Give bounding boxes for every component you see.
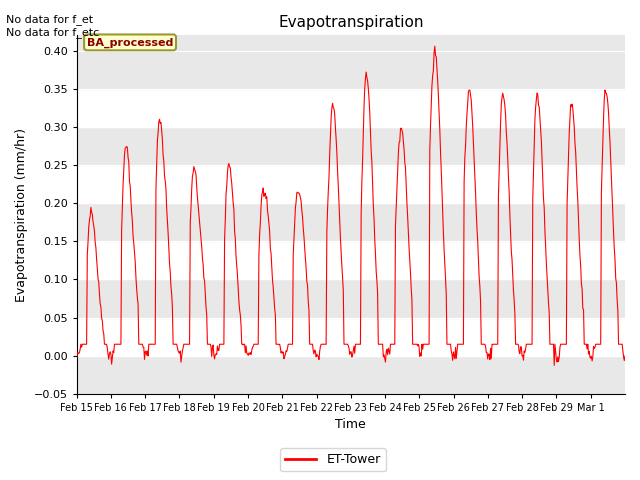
Y-axis label: Evapotranspiration (mm/hr): Evapotranspiration (mm/hr) xyxy=(15,128,28,301)
Bar xyxy=(77,241,625,279)
Bar xyxy=(77,89,625,127)
X-axis label: Time: Time xyxy=(335,419,366,432)
Title: Evapotranspiration: Evapotranspiration xyxy=(278,15,424,30)
Legend: ET-Tower: ET-Tower xyxy=(280,448,385,471)
Bar xyxy=(77,318,625,356)
Text: No data for f_et
No data for f_etc: No data for f_et No data for f_etc xyxy=(6,14,100,38)
Bar xyxy=(77,279,625,318)
Bar xyxy=(77,203,625,241)
Bar xyxy=(77,165,625,203)
Text: BA_processed: BA_processed xyxy=(87,37,173,48)
Bar xyxy=(77,50,625,89)
Bar xyxy=(77,127,625,165)
Bar xyxy=(77,356,625,394)
